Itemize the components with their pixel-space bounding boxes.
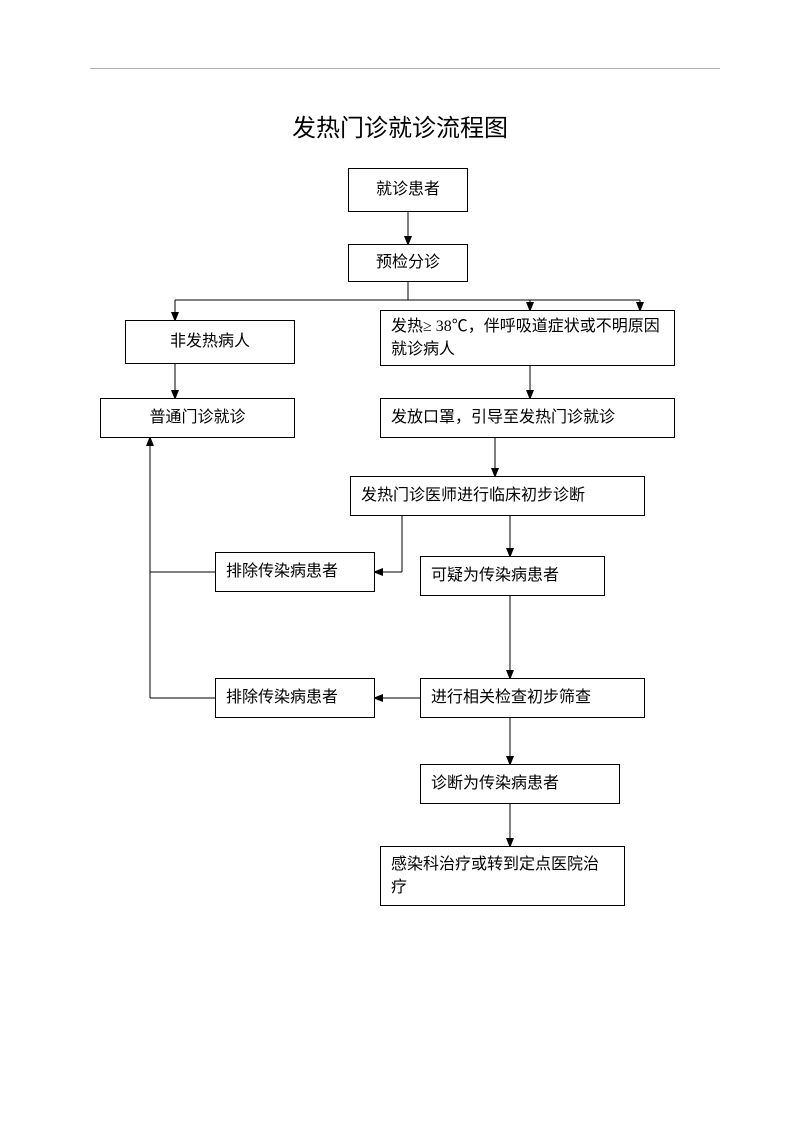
flow-node-n7: 发热门诊医师进行临床初步诊断: [350, 476, 645, 516]
flow-node-n6: 发放口罩，引导至发热门诊就诊: [380, 398, 675, 438]
flow-node-n5: 普通门诊就诊: [100, 398, 295, 438]
header-rule: [90, 68, 720, 69]
flow-node-n3: 非发热病人: [125, 320, 295, 364]
page: 发热门诊就诊流程图 就诊患者预检分诊非发热病人 发热≥ 38℃，伴呼吸道症状或不明…: [0, 0, 800, 1133]
flow-node-n2: 预检分诊: [348, 244, 468, 282]
chart-title: 发热门诊就诊流程图: [0, 108, 800, 143]
flow-node-n11: 进行相关检查初步筛查: [420, 678, 645, 718]
flow-node-n12: 诊断为传染病患者: [420, 764, 620, 804]
flow-node-n4: 发热≥ 38℃，伴呼吸道症状或不明原因就诊病人: [380, 310, 675, 366]
flow-node-n10: 排除传染病患者: [215, 678, 375, 718]
flow-node-n9: 可疑为传染病患者: [420, 556, 605, 596]
flow-node-n13: 感染科治疗或转到定点医院治疗: [380, 846, 625, 906]
flow-node-n1: 就诊患者: [348, 168, 468, 212]
flow-node-n8: 排除传染病患者: [215, 552, 375, 592]
